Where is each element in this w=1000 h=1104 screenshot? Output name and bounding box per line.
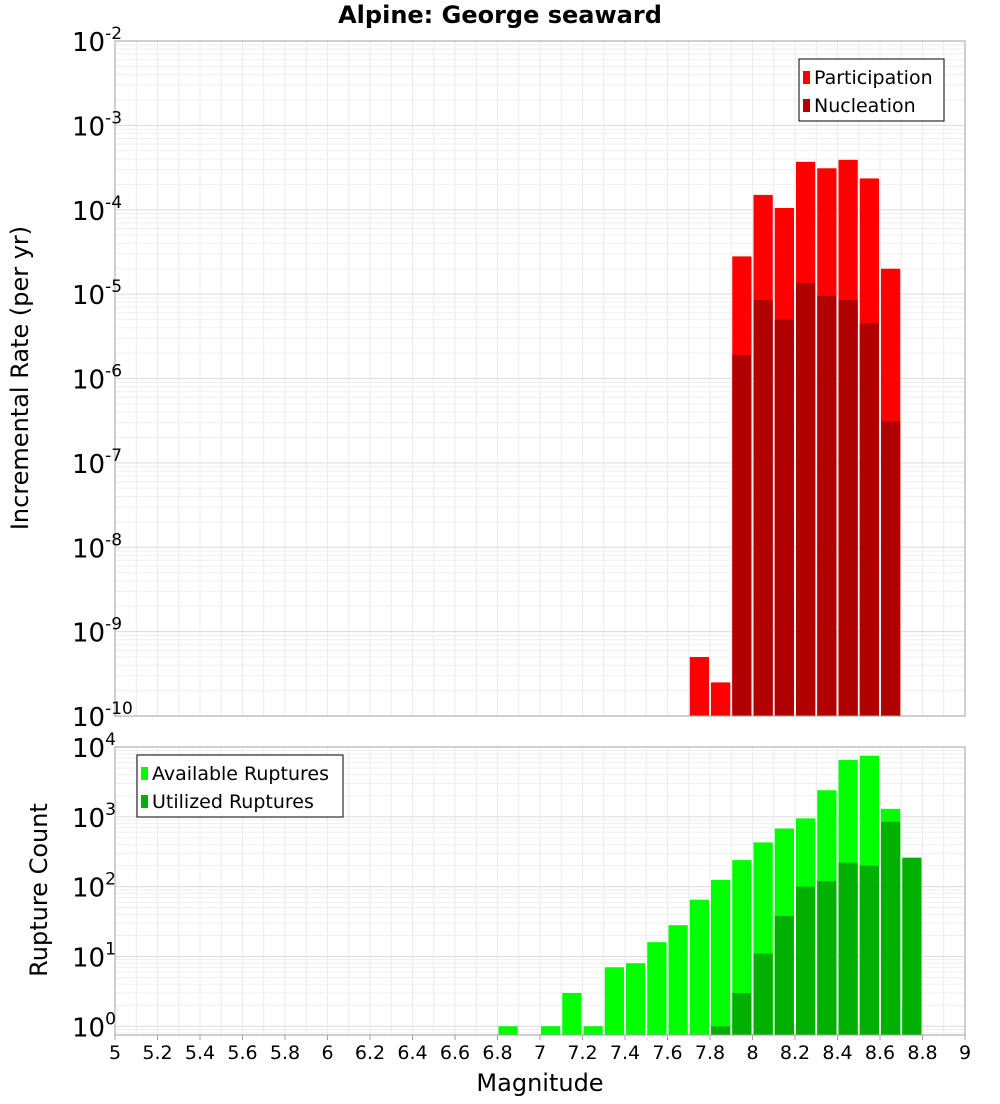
x-tick-label: 8.8 xyxy=(907,1042,937,1064)
x-tick-label: 6 xyxy=(321,1042,333,1064)
y-tick-label: 10-4 xyxy=(72,193,122,227)
x-tick-label: 5.8 xyxy=(270,1042,300,1064)
y-tick-label: 10-8 xyxy=(72,530,122,564)
top-y-tick-labels: 10-10 10-9 10-8 10-7 10-6 10-5 10-4 10-3 10-2 xyxy=(72,24,133,733)
y-tick-label: 10-5 xyxy=(72,277,122,311)
legend-box xyxy=(136,754,344,818)
x-tick-label: 9 xyxy=(959,1042,971,1064)
available-ruptures-bar xyxy=(562,992,582,1035)
y-tick-label: 104 xyxy=(72,730,116,764)
utilized-ruptures-bar xyxy=(859,865,879,1035)
x-tick-label: 8.6 xyxy=(865,1042,895,1064)
utilized-ruptures-bar xyxy=(711,1026,731,1035)
x-tick-label: 8 xyxy=(746,1042,758,1064)
x-tick-label: 6.6 xyxy=(440,1042,470,1064)
bottom-plot-area: 100 101 102 103 104 Available Ruptures Utilize… xyxy=(72,730,966,1043)
y-tick-label: 10-9 xyxy=(72,615,122,649)
utilized-ruptures-bar xyxy=(774,915,794,1035)
x-tick-label: 7 xyxy=(534,1042,546,1064)
top-bars xyxy=(689,159,901,717)
x-axis-title: Magnitude xyxy=(476,1069,603,1097)
nucleation-bar xyxy=(753,300,773,716)
x-tick-label: 8.4 xyxy=(822,1042,852,1064)
nucleation-bar xyxy=(817,296,837,716)
x-tick-label: 7.4 xyxy=(610,1042,640,1064)
top-plot-area: 10-10 10-9 10-8 10-7 10-6 10-5 10-4 10-3 10-2 Par… xyxy=(72,24,966,733)
legend-swatch xyxy=(803,71,810,84)
available-ruptures-bar xyxy=(711,879,731,1035)
nucleation-bar xyxy=(838,300,858,716)
nucleation-bar xyxy=(774,319,794,716)
available-ruptures-bar xyxy=(604,967,624,1035)
x-tick-label: 5.2 xyxy=(142,1042,172,1064)
x-tick-label: 5.6 xyxy=(227,1042,257,1064)
legend-swatch xyxy=(803,99,810,112)
y-tick-label: 103 xyxy=(72,800,116,834)
utilized-ruptures-bar xyxy=(732,992,752,1035)
utilized-ruptures-bar xyxy=(838,862,858,1035)
legend-label: Utilized Ruptures xyxy=(152,791,314,813)
utilized-ruptures-bar xyxy=(881,821,901,1035)
bottom-legend: Available Ruptures Utilized Ruptures xyxy=(136,754,344,818)
x-tick-label: 6.4 xyxy=(397,1042,427,1064)
utilized-ruptures-bar xyxy=(753,953,773,1035)
y-axis-title-bottom: Rupture Count xyxy=(25,803,53,977)
x-tick-label: 7.8 xyxy=(695,1042,725,1064)
y-tick-label: 100 xyxy=(72,1009,116,1043)
available-ruptures-bar xyxy=(668,925,688,1035)
legend-swatch xyxy=(141,795,148,808)
y-tick-label: 10-6 xyxy=(72,362,122,396)
x-tick-label: 5 xyxy=(109,1042,121,1064)
top-grid xyxy=(114,40,966,717)
available-ruptures-bar xyxy=(732,860,752,1035)
x-tick-label: 6.8 xyxy=(482,1042,512,1064)
x-tick-label: 7.2 xyxy=(567,1042,597,1064)
utilized-ruptures-bar xyxy=(817,881,837,1035)
x-tick-label: 5.4 xyxy=(185,1042,215,1064)
bottom-grid xyxy=(114,746,966,1035)
available-ruptures-bar xyxy=(626,963,646,1035)
x-tick-label: 6.2 xyxy=(355,1042,385,1064)
y-axis-title-top: Incremental Rate (per yr) xyxy=(6,226,34,530)
legend-swatch xyxy=(141,767,148,780)
available-ruptures-bar xyxy=(689,899,709,1035)
bottom-bars xyxy=(498,755,922,1035)
nucleation-bar xyxy=(796,283,816,716)
legend-box xyxy=(798,58,945,122)
utilized-ruptures-bar xyxy=(796,886,816,1035)
y-tick-label: 10-7 xyxy=(72,446,122,480)
participation-bar xyxy=(689,657,709,716)
participation-bar xyxy=(711,682,731,716)
available-ruptures-bar xyxy=(541,1026,561,1035)
y-tick-label: 10-2 xyxy=(72,24,122,58)
chart-title: Alpine: George seaward xyxy=(338,1,662,29)
x-tick-label: 7.6 xyxy=(652,1042,682,1064)
top-plot-frame xyxy=(114,40,966,717)
legend-label: Available Ruptures xyxy=(152,763,329,785)
y-tick-label: 10-3 xyxy=(72,108,122,142)
y-tick-label: 101 xyxy=(72,939,116,973)
utilized-ruptures-bar xyxy=(902,857,922,1035)
y-tick-label: 102 xyxy=(72,870,116,904)
available-ruptures-bar xyxy=(498,1026,518,1035)
x-axis-ticks: 5 5.2 5.4 5.6 5.8 6 6.2 6.4 6.6 6.8 7 7.2 7.4 7.6 7.8 8… xyxy=(109,1035,971,1064)
legend-label: Nucleation xyxy=(814,95,916,117)
x-tick-label: 8.2 xyxy=(780,1042,810,1064)
bottom-y-tick-labels: 100 101 102 103 104 xyxy=(72,730,116,1043)
nucleation-bar xyxy=(859,323,879,716)
nucleation-bar xyxy=(732,354,752,716)
legend-label: Participation xyxy=(814,67,933,89)
available-ruptures-bar xyxy=(647,942,667,1035)
y-tick-label: 10-10 xyxy=(72,699,133,733)
nucleation-bar xyxy=(881,421,901,716)
top-legend: Participation Nucleation xyxy=(798,58,945,122)
available-ruptures-bar xyxy=(583,1026,603,1035)
